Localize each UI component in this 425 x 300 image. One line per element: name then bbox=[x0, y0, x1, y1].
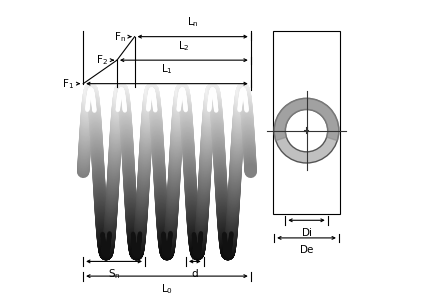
Text: $\mathsf{F_1}$: $\mathsf{F_1}$ bbox=[62, 77, 74, 91]
Text: $\mathsf{F_n}$: $\mathsf{F_n}$ bbox=[114, 30, 126, 44]
Text: $\mathsf{F_2}$: $\mathsf{F_2}$ bbox=[96, 53, 108, 67]
Text: $\mathsf{De}$: $\mathsf{De}$ bbox=[299, 243, 314, 255]
Text: $\mathsf{d}$: $\mathsf{d}$ bbox=[191, 267, 199, 279]
Polygon shape bbox=[274, 98, 339, 141]
Circle shape bbox=[285, 110, 328, 152]
Text: $\mathsf{L_n}$: $\mathsf{L_n}$ bbox=[187, 16, 198, 29]
Text: $\mathsf{S_n}$: $\mathsf{S_n}$ bbox=[108, 267, 120, 281]
Text: $\mathsf{Di}$: $\mathsf{Di}$ bbox=[300, 226, 312, 238]
Circle shape bbox=[274, 98, 339, 163]
Text: $\mathsf{L_1}$: $\mathsf{L_1}$ bbox=[161, 62, 173, 76]
Text: $\mathsf{L_2}$: $\mathsf{L_2}$ bbox=[178, 39, 190, 53]
Bar bbox=[273, 31, 340, 214]
Text: $\mathsf{L_0}$: $\mathsf{L_0}$ bbox=[161, 282, 173, 296]
